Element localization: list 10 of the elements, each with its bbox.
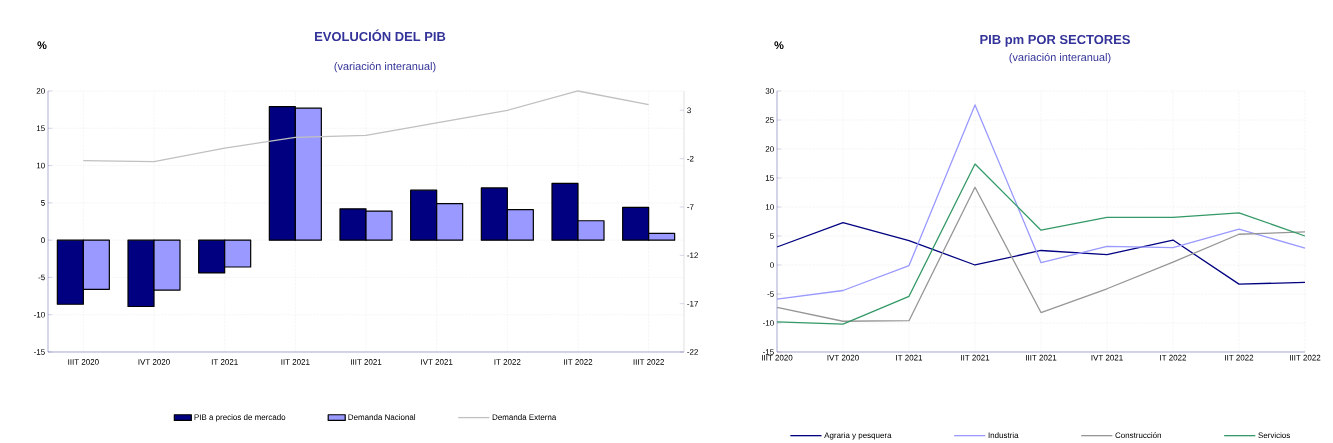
chart-title: EVOLUCIÓN DEL PIB [315, 29, 446, 42]
chart-subtitle: (variación interanual) [1009, 52, 1111, 64]
chart-title: PIB pm POR SECTORES [980, 34, 1130, 47]
line-series [776, 186, 1306, 322]
y-axis-title: % [774, 41, 784, 49]
line-series [776, 221, 1306, 285]
y-axis-title: % [37, 41, 47, 49]
line-series [776, 104, 1306, 300]
chart-subtitle: (variación interanual) [334, 61, 436, 73]
line-series [776, 163, 1306, 325]
